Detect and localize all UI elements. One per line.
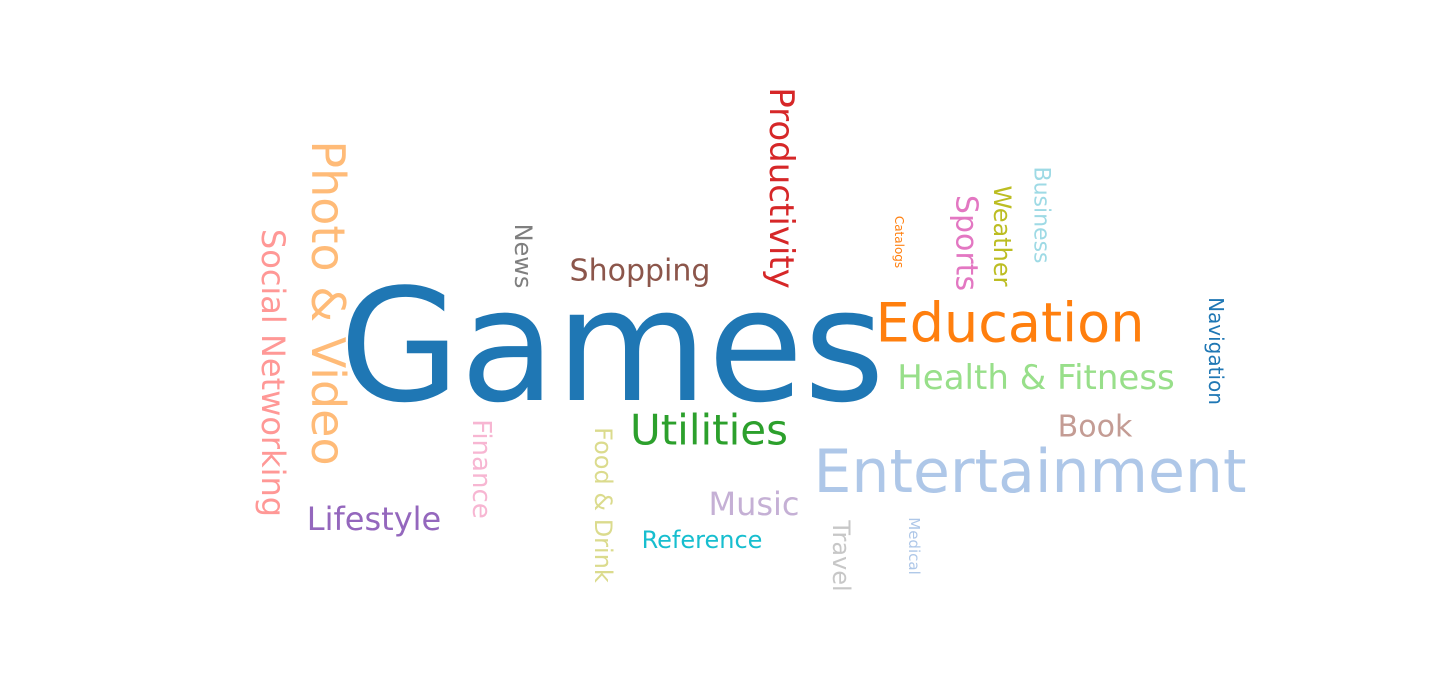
word-lifestyle: Lifestyle <box>307 500 441 538</box>
word-sports: Sports <box>949 195 984 291</box>
word-music: Music <box>708 485 799 523</box>
word-navigation: Navigation <box>1204 297 1228 405</box>
word-health-fitness: Health & Fitness <box>897 358 1175 398</box>
word-games: Games <box>339 255 885 437</box>
word-social-networking: Social Networking <box>254 229 292 517</box>
word-catalogs: Catalogs <box>892 216 906 268</box>
word-travel: Travel <box>827 519 855 591</box>
word-weather: Weather <box>988 185 1016 286</box>
word-business: Business <box>1029 166 1054 263</box>
word-education: Education <box>876 292 1145 355</box>
word-book: Book <box>1058 410 1133 445</box>
word-utilities: Utilities <box>630 406 788 455</box>
word-shopping: Shopping <box>570 254 711 289</box>
word-photo-video: Photo & Video <box>301 140 355 465</box>
word-news: News <box>509 224 537 289</box>
word-food-drink: Food & Drink <box>589 427 617 583</box>
word-finance: Finance <box>466 419 496 518</box>
word-medical: Medical <box>905 517 923 574</box>
word-entertainment: Entertainment <box>814 437 1247 507</box>
word-reference: Reference <box>642 526 763 554</box>
word-productivity: Productivity <box>761 87 801 289</box>
